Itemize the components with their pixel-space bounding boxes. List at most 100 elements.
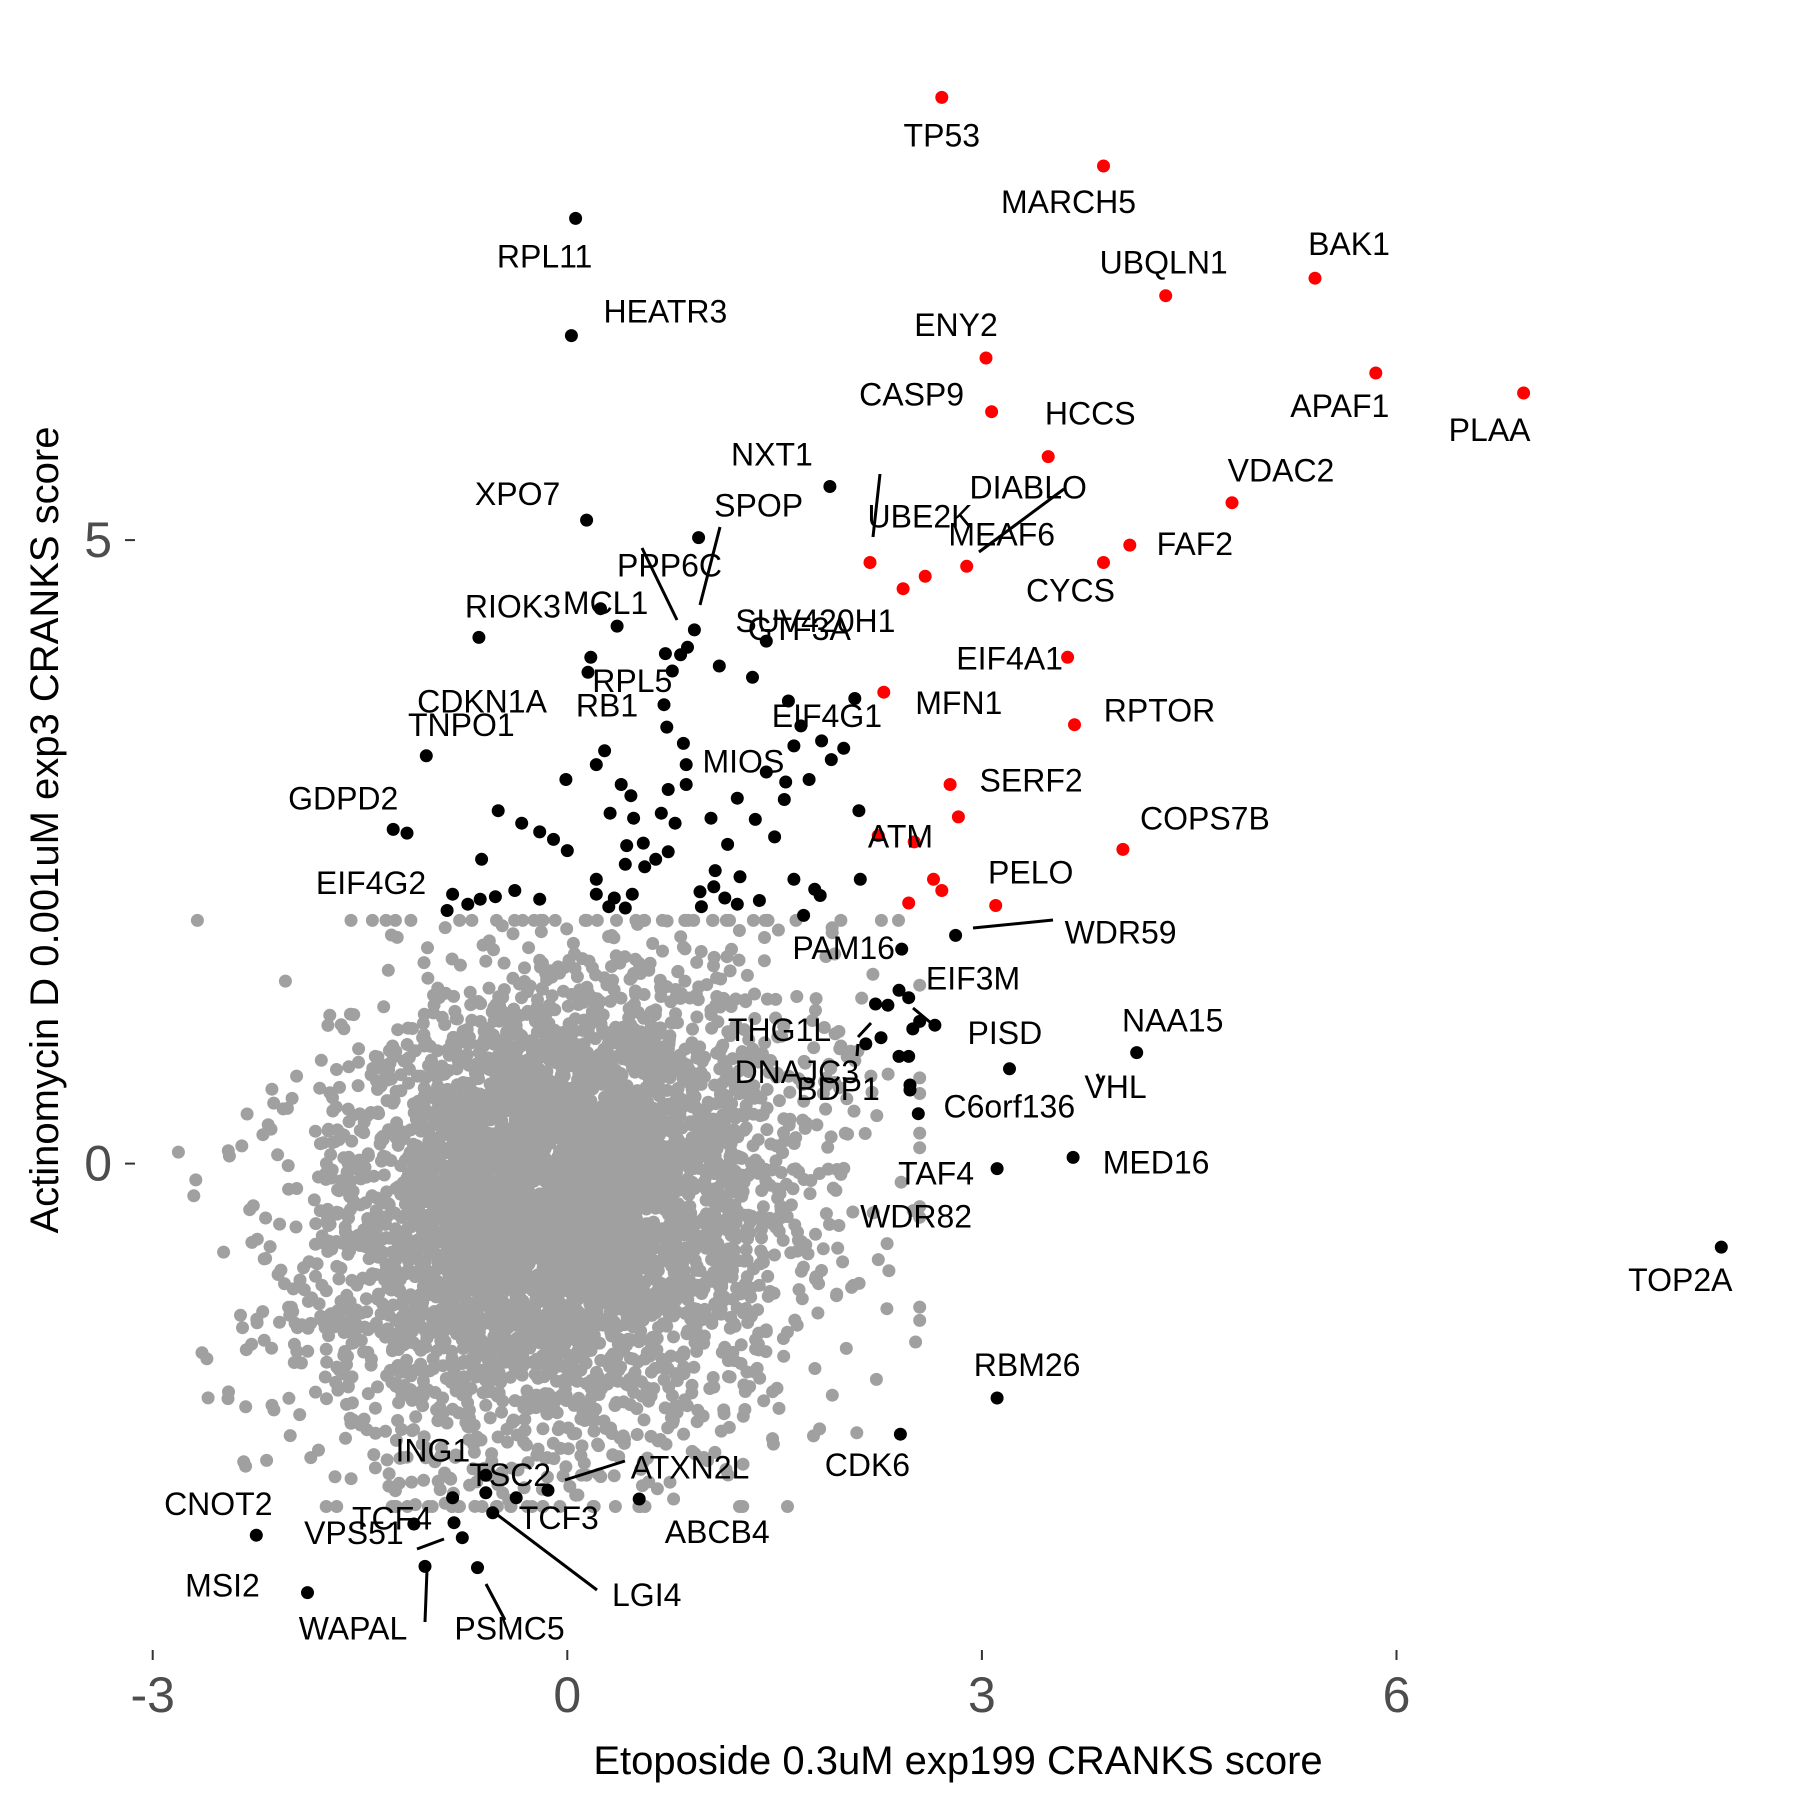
background-point — [536, 913, 550, 927]
background-point — [271, 1148, 285, 1162]
background-point — [544, 1252, 558, 1266]
background-point — [797, 1094, 811, 1108]
background-point — [417, 956, 431, 970]
background-point — [410, 1097, 424, 1110]
background-point — [707, 1380, 721, 1394]
background-point — [748, 1012, 762, 1025]
background-point — [754, 1244, 768, 1258]
background-point — [566, 1207, 580, 1221]
background-point — [472, 1072, 485, 1086]
background-point — [744, 1281, 758, 1295]
background-point — [686, 1022, 699, 1036]
background-point — [457, 1213, 471, 1227]
background-point — [329, 1375, 343, 1389]
background-point — [612, 1202, 626, 1216]
background-point — [700, 1215, 714, 1229]
background-point — [522, 1394, 536, 1408]
background-point — [221, 1144, 235, 1158]
background-point — [450, 1279, 464, 1293]
background-point — [629, 1197, 643, 1210]
background-point — [695, 1054, 709, 1068]
background-point — [882, 1264, 896, 1278]
background-point — [342, 1325, 355, 1338]
background-point — [389, 1500, 403, 1513]
background-point — [371, 1292, 384, 1306]
background-point — [809, 1227, 822, 1241]
background-point — [319, 1500, 333, 1513]
background-point — [434, 1412, 448, 1426]
background-point — [538, 1387, 552, 1401]
background-point — [424, 1054, 438, 1068]
background-point — [359, 1292, 373, 1306]
background-point — [766, 1437, 780, 1451]
background-point — [566, 936, 580, 950]
background-point — [506, 1019, 520, 1033]
background-point — [608, 1500, 622, 1513]
background-point — [865, 1085, 879, 1099]
background-point — [470, 1362, 484, 1376]
background-point — [738, 1208, 752, 1222]
background-point — [623, 1379, 636, 1393]
background-point — [913, 1071, 927, 1085]
background-point — [605, 960, 618, 973]
background-point — [323, 1008, 337, 1022]
background-point — [473, 1163, 487, 1177]
background-point — [515, 1029, 529, 1043]
background-point — [722, 1370, 735, 1383]
background-point — [757, 1394, 771, 1408]
background-point — [466, 1320, 480, 1333]
background-point — [687, 913, 701, 927]
background-point — [685, 1036, 699, 1050]
background-point — [869, 1372, 883, 1386]
background-point — [513, 1123, 527, 1137]
background-point — [737, 1123, 751, 1137]
background-point — [538, 1294, 552, 1308]
background-point — [423, 1039, 437, 1053]
background-point — [190, 913, 204, 927]
background-point — [460, 1048, 474, 1062]
background-point — [308, 1124, 322, 1138]
background-point — [783, 1085, 797, 1099]
background-point — [453, 913, 467, 927]
background-point — [187, 1189, 201, 1203]
background-point — [487, 1211, 501, 1224]
background-point — [748, 987, 761, 1001]
background-point — [323, 1217, 337, 1231]
background-point — [352, 1055, 365, 1069]
background-point — [717, 1403, 731, 1417]
background-point — [727, 1123, 741, 1137]
background-point — [250, 1316, 264, 1330]
background-point — [344, 913, 358, 927]
background-point — [677, 1427, 691, 1441]
background-point — [757, 954, 771, 968]
background-point — [365, 1267, 379, 1281]
background-point — [515, 1223, 529, 1237]
background-point — [422, 1146, 436, 1160]
background-point — [718, 1131, 731, 1145]
background-point — [678, 1306, 692, 1320]
background-point — [687, 1360, 701, 1374]
background-point — [487, 1142, 501, 1156]
background-point — [408, 1044, 422, 1058]
background-point — [591, 1437, 605, 1451]
background-point — [494, 1040, 507, 1054]
background-point — [624, 1000, 638, 1014]
background-point — [416, 1270, 430, 1284]
background-point — [667, 1330, 680, 1344]
background-point — [318, 1370, 332, 1384]
background-point — [909, 1335, 923, 1349]
background-point — [913, 978, 927, 992]
background-point — [645, 1295, 659, 1308]
background-point — [710, 1263, 724, 1277]
background-point — [479, 1385, 493, 1399]
background-point — [492, 1014, 506, 1028]
background-point — [628, 984, 642, 998]
background-point — [740, 1270, 754, 1284]
background-point — [494, 1375, 508, 1389]
background-point — [515, 991, 528, 1005]
background-point — [871, 1253, 885, 1267]
background-point — [463, 985, 477, 999]
background-point — [544, 1269, 558, 1283]
background-point — [634, 1375, 648, 1389]
background-point — [713, 1288, 727, 1302]
